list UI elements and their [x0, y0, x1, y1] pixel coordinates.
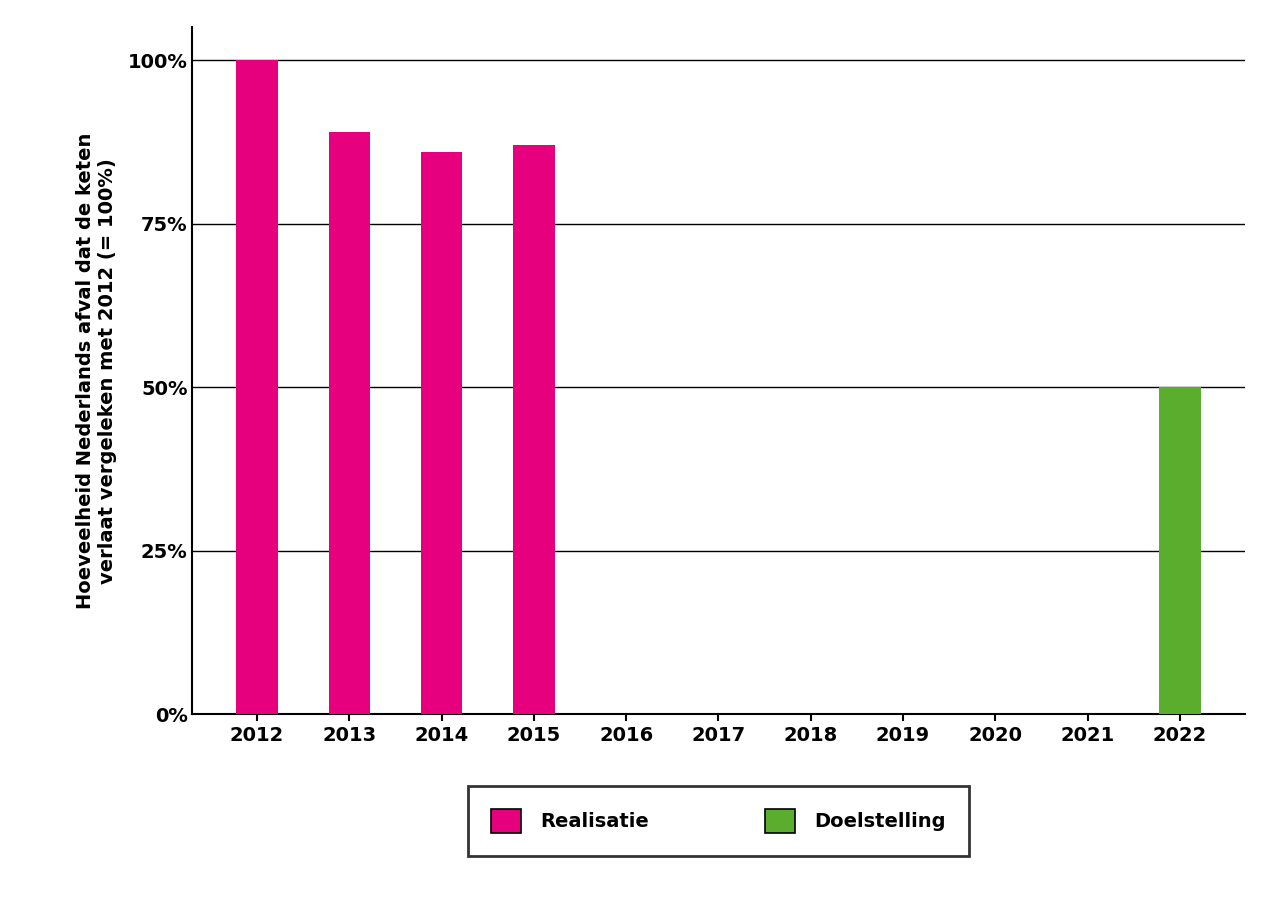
- Bar: [328, 132, 370, 714]
- Y-axis label: Hoeveelheid Nederlands afval dat de keten
verlaat vergeleken met 2012 (= 100%): Hoeveelheid Nederlands afval dat de kete…: [76, 133, 117, 609]
- Legend: Realisatie, Doelstelling: Realisatie, Doelstelling: [468, 786, 969, 856]
- Bar: [513, 146, 554, 714]
- Bar: [1159, 387, 1201, 714]
- Bar: [236, 60, 278, 714]
- Bar: [421, 152, 462, 714]
